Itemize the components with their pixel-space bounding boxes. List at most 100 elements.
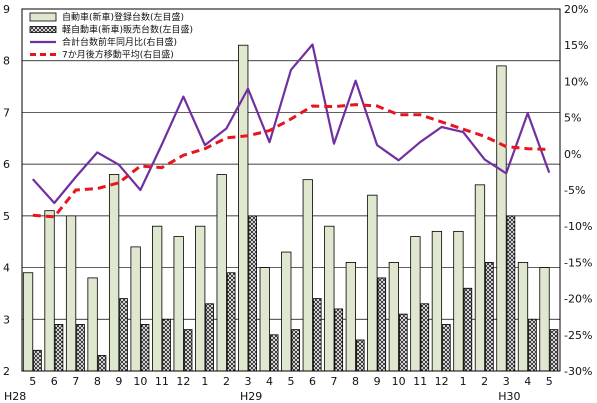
year-label: H29 bbox=[240, 390, 262, 403]
registered-car-bar bbox=[22, 272, 34, 372]
x-tick-label: 9 bbox=[115, 375, 122, 388]
legend-swatch-registered bbox=[29, 12, 57, 22]
x-tick-label: 2 bbox=[481, 375, 488, 388]
x-tick-label: 1 bbox=[201, 375, 208, 388]
right-tick-label: -10% bbox=[564, 220, 592, 233]
light-car-bar bbox=[140, 324, 150, 372]
x-tick-label: 4 bbox=[524, 375, 531, 388]
yoy-line bbox=[31, 43, 551, 205]
x-tick-label: 1 bbox=[460, 375, 467, 388]
registered-car-bar bbox=[474, 184, 486, 372]
x-tick-label: 11 bbox=[413, 375, 427, 388]
light-car-bar bbox=[97, 355, 107, 372]
registered-car-bar bbox=[130, 246, 141, 372]
registered-car-bar bbox=[453, 230, 464, 372]
x-tick-label: 5 bbox=[288, 375, 295, 388]
x-tick-label: 7 bbox=[331, 375, 338, 388]
light-car-bar bbox=[205, 303, 214, 372]
legend-swatch-light bbox=[29, 26, 57, 33]
x-tick-label: 5 bbox=[29, 375, 36, 388]
x-tick-label: 4 bbox=[266, 375, 273, 388]
registered-car-bar bbox=[431, 230, 443, 372]
year-label: H28 bbox=[4, 390, 26, 403]
light-car-bar bbox=[312, 298, 322, 372]
x-tick-label: 11 bbox=[155, 375, 169, 388]
x-tick-label: 10 bbox=[392, 375, 406, 388]
registered-car-bar bbox=[87, 277, 98, 372]
light-car-bar bbox=[399, 313, 408, 372]
right-tick-label: 5% bbox=[564, 112, 581, 125]
registered-car-bar bbox=[345, 261, 356, 372]
line-series-group bbox=[31, 43, 551, 219]
registered-car-bar bbox=[539, 267, 550, 372]
left-tick-label: 2 bbox=[3, 365, 10, 378]
right-tick-label: -30% bbox=[564, 365, 592, 378]
legend: 自動車(新車)登録台数(左目盛)軽自動車(新車)販売台数(左目盛)合計台数前年同… bbox=[29, 11, 193, 61]
light-car-bar bbox=[420, 303, 430, 372]
light-car-bar bbox=[442, 324, 451, 372]
light-car-bar bbox=[226, 272, 236, 372]
registered-car-bar bbox=[324, 225, 335, 372]
x-tick-label: 5 bbox=[546, 375, 553, 388]
x-tick-label: 6 bbox=[309, 375, 316, 388]
light-car-bar bbox=[549, 329, 559, 372]
light-car-bar bbox=[76, 324, 85, 372]
registered-car-bar bbox=[108, 174, 120, 372]
left-tick-label: 7 bbox=[3, 106, 10, 119]
x-tick-label: 8 bbox=[94, 375, 101, 388]
registered-car-bar bbox=[388, 261, 399, 372]
registered-car-bar bbox=[216, 174, 227, 372]
x-tick-label: 2 bbox=[223, 375, 230, 388]
light-car-bar bbox=[119, 298, 128, 372]
registered-car-bar bbox=[173, 236, 184, 372]
right-tick-label: 10% bbox=[564, 75, 588, 88]
registered-car-bar bbox=[238, 44, 249, 372]
registered-car-bar bbox=[367, 194, 378, 372]
light-car-bar bbox=[162, 318, 171, 372]
registered-car-bar bbox=[281, 251, 292, 372]
registered-car-bar bbox=[195, 225, 206, 372]
right-tick-label: -20% bbox=[564, 293, 592, 306]
moving-average-line bbox=[32, 103, 550, 219]
x-tick-label: 8 bbox=[352, 375, 359, 388]
registered-car-bar bbox=[302, 179, 313, 372]
light-car-bar bbox=[269, 334, 279, 372]
right-tick-label: -25% bbox=[564, 329, 592, 342]
left-tick-label: 8 bbox=[3, 55, 10, 68]
x-tick-label: 7 bbox=[72, 375, 79, 388]
x-tick-label: 6 bbox=[51, 375, 58, 388]
left-tick-label: 4 bbox=[3, 262, 10, 275]
left-tick-label: 3 bbox=[3, 313, 10, 326]
x-tick-label: 3 bbox=[503, 375, 510, 388]
year-label: H30 bbox=[498, 390, 520, 403]
left-tick-label: 9 bbox=[3, 3, 10, 16]
light-car-bar bbox=[506, 215, 516, 372]
left-axis-ticks: 2 3 4 5 6 7 8 9 bbox=[3, 3, 10, 378]
legend-label: 7か月後方移動平均(右目盛) bbox=[62, 49, 174, 61]
x-tick-label: 10 bbox=[133, 375, 147, 388]
registered-car-bar bbox=[65, 215, 77, 372]
plot-frame bbox=[21, 8, 561, 372]
light-car-bar bbox=[463, 287, 473, 372]
x-tick-label: 12 bbox=[435, 375, 449, 388]
light-car-bar bbox=[334, 308, 344, 372]
bar-series-group bbox=[22, 44, 559, 372]
light-car-bar bbox=[485, 261, 494, 372]
registered-car-bar bbox=[259, 267, 270, 372]
left-tick-label: 5 bbox=[3, 210, 10, 223]
right-tick-label: 20% bbox=[564, 3, 588, 16]
x-tick-label: 12 bbox=[176, 375, 190, 388]
light-car-bar bbox=[183, 329, 193, 372]
light-car-bar bbox=[33, 349, 42, 372]
left-tick-label: 6 bbox=[3, 158, 10, 171]
right-tick-label: -15% bbox=[564, 256, 592, 269]
light-car-bar bbox=[248, 215, 257, 372]
right-tick-label: 15% bbox=[564, 39, 588, 52]
x-tick-label: 9 bbox=[374, 375, 381, 388]
x-tick-label: 3 bbox=[244, 375, 251, 388]
registered-car-bar bbox=[410, 236, 421, 372]
right-tick-label: 0% bbox=[564, 148, 581, 161]
light-car-bar bbox=[54, 324, 64, 372]
